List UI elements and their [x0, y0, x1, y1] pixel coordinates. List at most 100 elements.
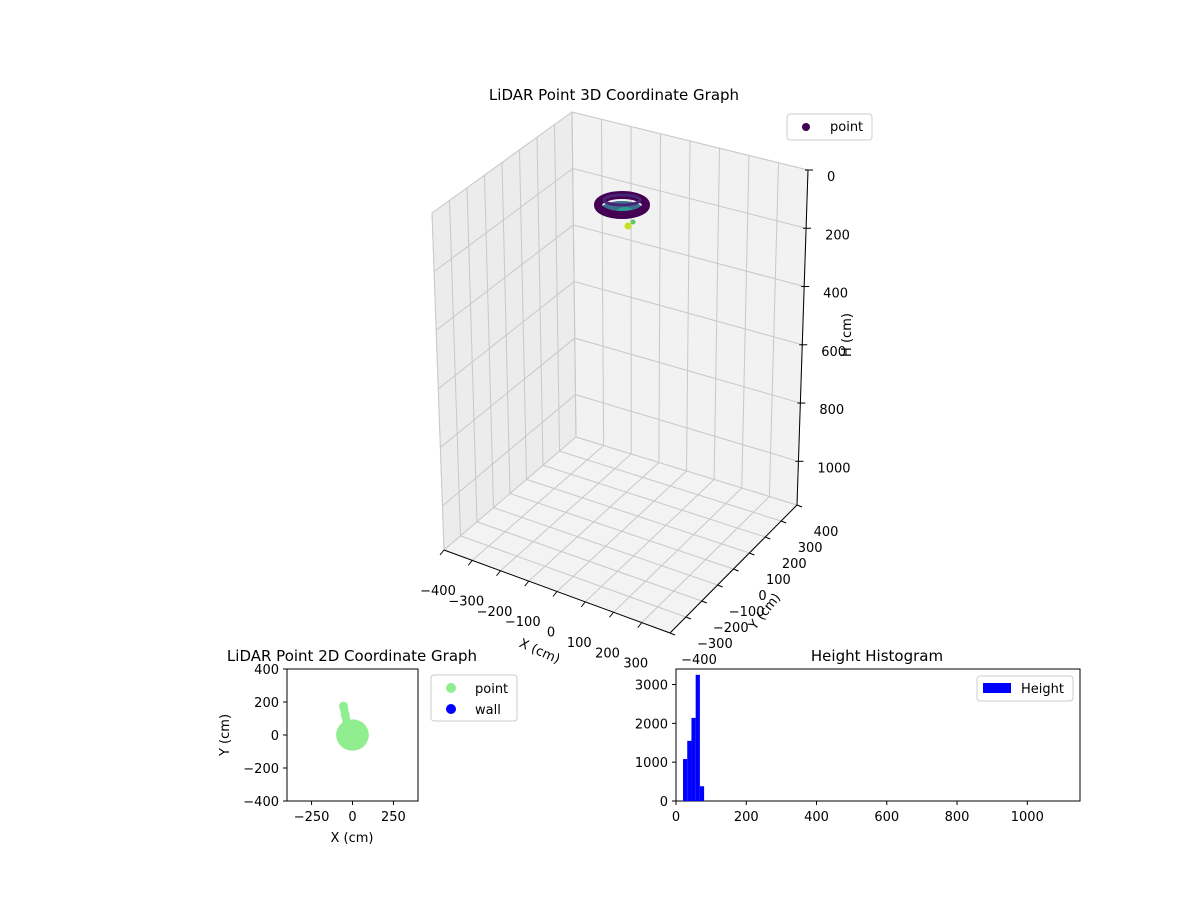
y-tick-3d-mark: [749, 552, 755, 556]
z-tick-3d-label: 800: [819, 403, 844, 418]
y-tick-3d-label: 300: [798, 541, 823, 556]
chart-2d-ticks: −250 0 250 −400 −200 0 200 400: [243, 663, 406, 825]
x-tick-3d-mark: [524, 580, 530, 587]
chart-2d: LiDAR Point 2D Coordinate Graph −250 0 250…: [218, 647, 518, 846]
x-tick-3d-label: 300: [623, 657, 648, 672]
legend-histogram-swatch: [983, 683, 1011, 693]
legend-2d-label-wall: wall: [475, 703, 501, 718]
chart-3d-title: LiDAR Point 3D Coordinate Graph: [489, 86, 739, 104]
y-tick-3d-label: −200: [713, 621, 749, 636]
y-tick-2d-label: 400: [254, 663, 279, 678]
y-tick-3d-label: −100: [729, 605, 765, 620]
ring-top-points: [602, 193, 642, 207]
chart-2d-ylabel: Y (cm): [218, 714, 233, 757]
z-tick-3d-label: 1000: [817, 461, 850, 476]
histogram-bar: [695, 674, 700, 801]
histogram-bar: [687, 740, 692, 801]
grid-line-height: [431, 111, 809, 214]
grid-line-left-vertical: [501, 162, 511, 494]
legend-3d: point: [786, 113, 873, 141]
x-tick-2d-label: −250: [294, 810, 330, 825]
point-cloud-ring: [594, 191, 650, 230]
x-tick-3d-label: −100: [505, 615, 541, 630]
z-ticks-3d: 0 200 400 600 800 1000: [795, 169, 851, 476]
z-tick-3d-label: 0: [827, 170, 835, 185]
histogram-x-tick-label: 0: [672, 810, 680, 825]
histogram-title: Height Histogram: [811, 647, 943, 665]
legend-2d-label-point: point: [475, 682, 508, 697]
grid-line-back-vertical: [601, 119, 605, 446]
histogram-bars: [683, 674, 705, 801]
grid-line-height: [435, 224, 805, 331]
y-tick-3d-mark: [685, 616, 692, 620]
x-tick-3d-label: −400: [420, 584, 456, 599]
histogram-x-tick-label: 1000: [1011, 810, 1044, 825]
x-tick-3d-label: 200: [595, 646, 620, 661]
histogram-x-tick-label: 600: [874, 810, 899, 825]
z-tick-3d-label: 200: [825, 228, 850, 243]
histogram-bar: [683, 759, 688, 801]
ring-high-points: [624, 222, 632, 230]
grid-line-height: [442, 394, 799, 507]
chart-histogram: Height Histogram 0 200 400 600 800 1000 0 1000 2…: [635, 647, 1081, 825]
grid-line-floor-y: [509, 493, 734, 570]
x-tick-3d-mark: [637, 622, 643, 628]
y-tick-3d-label: −400: [681, 653, 717, 668]
legend-2d-marker-point: [446, 683, 456, 693]
x-tick-3d-label: 0: [547, 626, 555, 641]
grid-line-height: [433, 167, 807, 273]
grid-line-left-vertical: [536, 137, 544, 466]
y-tick-3d-label: 400: [814, 525, 839, 540]
grid-line-back-vertical: [658, 133, 661, 463]
histogram-x-tick-label: 400: [804, 810, 829, 825]
histogram-y-tick-label: 3000: [635, 679, 668, 694]
y-tick-3d-label: 100: [766, 573, 791, 588]
grid-line-back-vertical: [713, 148, 720, 480]
y-tick-3d-mark: [669, 632, 676, 636]
y-tick-3d-mark: [701, 600, 707, 604]
grid-line-height: [437, 281, 803, 390]
z-tick-3d-label: 600: [821, 345, 846, 360]
y-tick-2d-label: −200: [243, 762, 279, 777]
grid-line-back-vertical: [686, 140, 691, 472]
grid-line-floor-y: [575, 436, 798, 506]
legend-histogram-label: Height: [1021, 682, 1064, 697]
point-cluster: [336, 719, 369, 751]
legend-3d-marker-point: [802, 123, 810, 131]
grid-line-height: [440, 337, 801, 448]
z-tick-3d-label: 400: [823, 287, 848, 302]
grid-line-back-vertical: [741, 155, 750, 489]
grid-line-left-vertical: [484, 175, 494, 508]
grid-line-floor-x: [641, 496, 770, 623]
legend-3d-frame: [786, 113, 873, 141]
histogram-ticks: 0 200 400 600 800 1000 0 1000 2000 3000: [635, 679, 1044, 825]
z-axis-3d: [796, 169, 809, 506]
legend-2d: point wall: [430, 674, 518, 722]
x-tick-3d-mark: [609, 611, 614, 618]
x-tick-3d-mark: [552, 591, 558, 597]
legend-histogram: Height: [976, 675, 1074, 702]
grid-line-floor-x: [613, 487, 743, 613]
y-tick-2d-label: −400: [243, 795, 279, 810]
grid-line-left-vertical: [466, 187, 478, 522]
x-tick-3d-mark: [496, 570, 501, 577]
histogram-y-tick-label: 1000: [635, 756, 668, 771]
x-tick-3d-mark: [580, 601, 586, 608]
grid-line-left-vertical: [554, 124, 560, 452]
y-tick-3d-mark: [780, 520, 787, 524]
chart-3d: LiDAR Point 3D Coordinate Graph −400−300…: [420, 86, 873, 672]
x-tick-3d-mark: [439, 549, 445, 556]
chart-2d-title: LiDAR Point 2D Coordinate Graph: [227, 647, 477, 665]
grid-line-floor-y: [526, 478, 750, 554]
x-tick-3d-mark: [467, 560, 473, 566]
legend-histogram-frame: [976, 675, 1074, 702]
histogram-x-tick-label: 800: [945, 810, 970, 825]
histogram-bar: [691, 717, 696, 801]
grid-line-left-vertical: [431, 212, 445, 551]
grid-line-floor-y: [559, 450, 782, 522]
y-tick-3d-mark: [796, 504, 803, 508]
grid-line-floor-x: [584, 479, 715, 603]
